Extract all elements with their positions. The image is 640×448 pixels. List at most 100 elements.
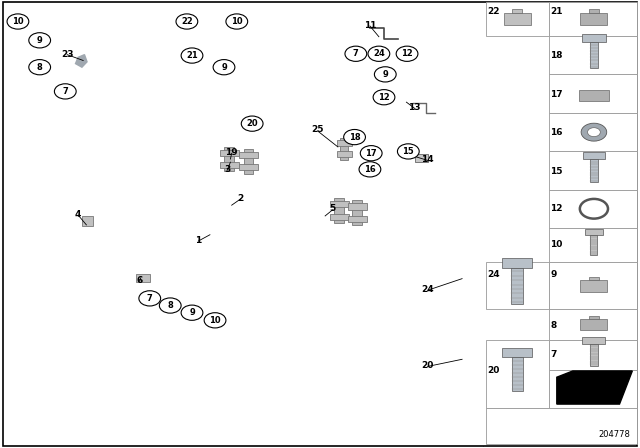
Text: 7: 7 [550, 350, 557, 359]
Bar [348, 203, 367, 210]
Bar [486, 2, 549, 36]
Circle shape [54, 84, 76, 99]
Bar [330, 214, 349, 220]
Bar [590, 344, 598, 366]
Text: 13: 13 [408, 103, 421, 112]
Text: 2: 2 [237, 194, 244, 202]
Bar [239, 164, 258, 170]
Text: 9: 9 [550, 270, 557, 279]
Bar [512, 358, 523, 391]
Bar [549, 2, 637, 36]
Circle shape [226, 14, 248, 29]
Text: 9: 9 [383, 70, 388, 79]
Text: 15: 15 [403, 147, 414, 156]
Text: 3: 3 [224, 165, 230, 174]
Bar [353, 201, 362, 225]
Circle shape [581, 123, 607, 141]
Bar [590, 42, 598, 68]
Bar [337, 151, 352, 157]
Text: 12: 12 [550, 204, 563, 213]
Circle shape [176, 14, 198, 29]
Text: 1: 1 [195, 236, 202, 245]
Bar [330, 201, 349, 207]
Polygon shape [76, 55, 87, 67]
Text: 9: 9 [189, 308, 195, 317]
Bar [82, 216, 93, 226]
Circle shape [373, 90, 395, 105]
Text: 18: 18 [550, 51, 563, 60]
Text: 204778: 204778 [598, 430, 630, 439]
Text: 25: 25 [311, 125, 324, 134]
Text: 17: 17 [365, 149, 377, 158]
Bar [580, 280, 607, 292]
Text: 7: 7 [63, 87, 68, 96]
Text: 22: 22 [488, 7, 500, 16]
Bar [589, 9, 599, 13]
Text: 10: 10 [231, 17, 243, 26]
Bar [582, 34, 606, 42]
Text: 21: 21 [186, 51, 198, 60]
Text: 4: 4 [75, 210, 81, 219]
Text: 22: 22 [181, 17, 193, 26]
Bar [512, 9, 522, 13]
Bar [549, 228, 637, 262]
Text: 18: 18 [349, 133, 360, 142]
Text: 20: 20 [246, 119, 258, 128]
Text: 15: 15 [550, 167, 563, 176]
Bar [239, 152, 258, 158]
Bar [511, 268, 523, 304]
Bar [486, 262, 549, 309]
Text: 9: 9 [37, 36, 42, 45]
Circle shape [213, 60, 235, 75]
Bar [246, 336, 320, 414]
Bar [335, 198, 344, 223]
Circle shape [368, 46, 390, 61]
Bar [337, 140, 352, 146]
Bar [579, 90, 609, 101]
Text: 6: 6 [136, 276, 143, 285]
Bar [136, 274, 150, 282]
Circle shape [29, 60, 51, 75]
Circle shape [29, 33, 51, 48]
Text: 16: 16 [364, 165, 376, 174]
Bar [549, 309, 637, 340]
Bar [591, 235, 598, 255]
Circle shape [181, 305, 203, 320]
Bar [220, 162, 239, 168]
Bar [348, 216, 367, 222]
Polygon shape [557, 371, 632, 404]
Text: 20: 20 [488, 366, 500, 375]
Text: 23: 23 [61, 50, 74, 59]
Bar [589, 316, 599, 319]
Text: 19: 19 [225, 148, 238, 157]
Text: 10: 10 [12, 17, 24, 26]
Bar [580, 13, 607, 25]
Circle shape [181, 48, 203, 63]
Bar [486, 340, 549, 408]
Text: 9: 9 [221, 63, 227, 72]
Bar [589, 276, 599, 280]
Bar [504, 13, 531, 25]
Bar [583, 152, 605, 159]
Text: 8: 8 [168, 301, 173, 310]
Bar [502, 349, 532, 358]
Text: 12: 12 [378, 93, 390, 102]
Bar [244, 149, 253, 173]
Bar [220, 150, 239, 156]
Text: 17: 17 [550, 90, 563, 99]
Bar [549, 113, 637, 151]
Bar [415, 154, 428, 162]
Circle shape [7, 14, 29, 29]
Bar [10, 38, 62, 168]
Text: 12: 12 [401, 49, 413, 58]
Circle shape [241, 116, 263, 131]
Bar [486, 408, 637, 444]
Circle shape [359, 162, 381, 177]
Circle shape [159, 298, 181, 313]
Text: 8: 8 [550, 321, 557, 330]
Text: 8: 8 [37, 63, 42, 72]
Bar [549, 370, 637, 408]
Bar [225, 146, 234, 171]
Circle shape [374, 67, 396, 82]
Bar [580, 319, 607, 330]
